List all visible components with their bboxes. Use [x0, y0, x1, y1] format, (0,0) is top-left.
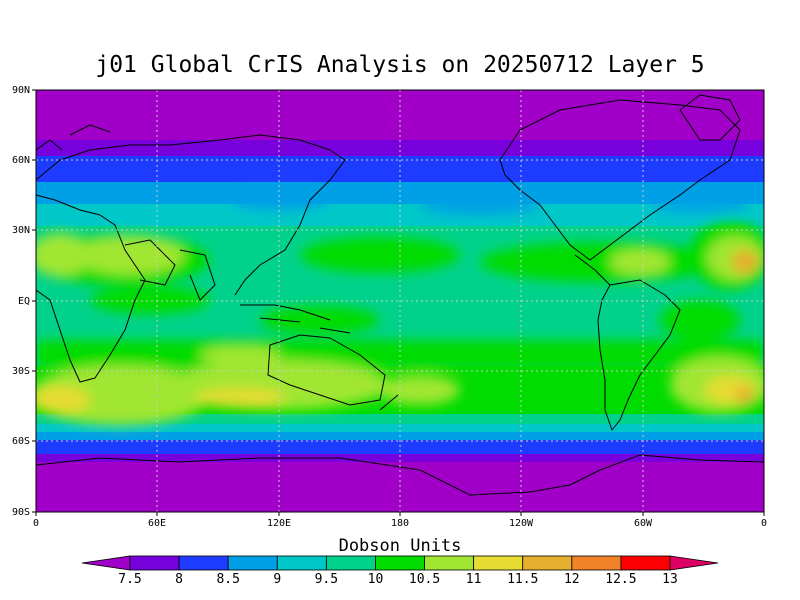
lat-tick-label: 30S — [12, 366, 30, 377]
colorbar-tick-label: 11 — [466, 572, 482, 587]
colorbar-tick-label: 9 — [273, 572, 281, 587]
longitude-axis: 0 60E 120E 180 120W 60W 0 — [33, 512, 767, 529]
lat-tick-label: 60N — [12, 155, 30, 166]
colorbar-segment — [424, 555, 475, 571]
lat-tick-label: 90N — [12, 85, 30, 96]
lon-tick-label: 60W — [634, 518, 653, 529]
colorbar-tick-label: 10 — [368, 572, 384, 587]
colorbar-tick-label: 13 — [662, 572, 678, 587]
colorbar-segment — [473, 555, 524, 571]
colorbar-segment — [620, 555, 671, 571]
colorbar-tick-label: 9.5 — [315, 572, 338, 587]
colorbar-segment — [571, 555, 622, 571]
lon-tick-label: 60E — [148, 518, 166, 529]
latitude-axis: 90N 60N 30N EQ 30S 60S 90S — [12, 85, 36, 518]
colorbar-low-arrow — [81, 555, 131, 571]
colorbar-tick-label: 12.5 — [605, 572, 636, 587]
colorbar-segment — [522, 555, 573, 571]
ozone-field — [36, 90, 764, 512]
map-gridlines — [36, 90, 764, 512]
lon-tick-label: 180 — [391, 518, 409, 529]
map-title: j01 Global CrIS Analysis on 20250712 Lay… — [95, 52, 705, 78]
lon-tick-label: 120E — [267, 518, 291, 529]
colorbar-segment — [325, 555, 376, 571]
colorbar-segment — [276, 555, 327, 571]
colorbar-segment — [375, 555, 425, 571]
colorbar-tick-label: 7.5 — [118, 572, 141, 587]
colorbar-tick-label: 8 — [175, 572, 183, 587]
colorbar-tick-label: 10.5 — [409, 572, 440, 587]
colorbar-tick-label: 12 — [564, 572, 580, 587]
lat-tick-label: 90S — [12, 507, 30, 518]
colorbar-tick-label: 8.5 — [216, 572, 239, 587]
colorbar-segment — [129, 555, 180, 571]
lon-tick-label: 0 — [33, 518, 39, 529]
colorbar-segment — [227, 555, 278, 571]
colorbar-segment — [178, 555, 229, 571]
lon-tick-label: 120W — [509, 518, 534, 529]
colorbar: 7.5 8 8.5 9 9.5 10 10.5 11 11.5 12 12.5 13 — [81, 555, 719, 587]
colorbar-high-arrow — [669, 555, 719, 571]
lat-tick-label: 30N — [12, 225, 30, 236]
colorbar-title: Dobson Units — [338, 536, 462, 556]
colorbar-tick-label: 11.5 — [507, 572, 538, 587]
lat-tick-label: 60S — [12, 436, 30, 447]
lat-tick-label: EQ — [18, 296, 30, 307]
lon-tick-label: 0 — [761, 518, 767, 529]
